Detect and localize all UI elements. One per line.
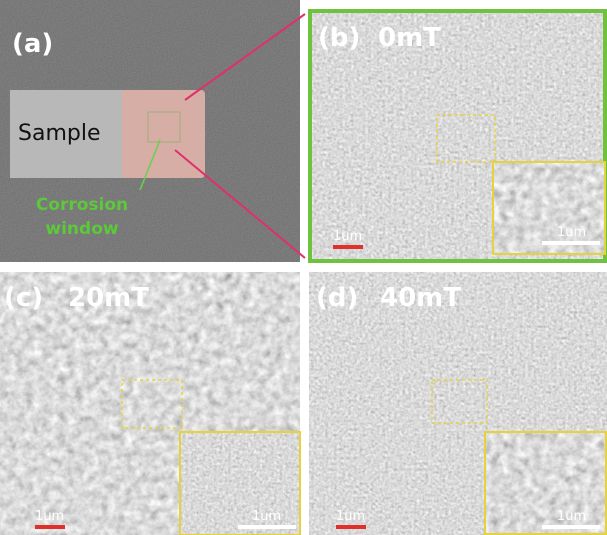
field-label: 20mT (68, 283, 149, 313)
panel-a: (a) Sample Corrosion window (0, 0, 306, 262)
zoom-line (184, 13, 306, 101)
panel-label: (d) (316, 283, 358, 313)
window-box (147, 111, 181, 143)
zoom-box (121, 379, 183, 429)
scale-label: 1um (35, 509, 64, 524)
field-label: 40mT (380, 283, 461, 313)
zoom-box (436, 114, 496, 163)
scale-label: 1um (336, 509, 365, 524)
scale-bar (35, 525, 65, 529)
sample-tip (122, 90, 205, 178)
panel-label: (c) (4, 283, 43, 313)
scale-label: 1um (557, 225, 586, 240)
field-label: 0mT (378, 23, 441, 53)
scale-bar (333, 245, 363, 249)
inset-frame (484, 431, 607, 535)
scale-label: 1um (557, 509, 586, 524)
window-label: window (45, 219, 118, 239)
sample-strip (10, 90, 130, 178)
panel-label: (b) (318, 23, 360, 53)
panel-c: (c) 20mT 1um 1um (0, 272, 301, 535)
panel-d: (d) 40mT 1um 1um (309, 272, 607, 535)
inset (180, 432, 300, 535)
scale-label: 1um (252, 509, 281, 524)
scale-bar (542, 525, 600, 529)
inset (485, 432, 606, 535)
scale-bar (238, 525, 296, 529)
window-label: Corrosion (36, 195, 128, 215)
frame (308, 9, 607, 263)
sample-label: Sample (18, 121, 101, 146)
zoom-line (174, 149, 306, 259)
scale-bar (542, 241, 600, 245)
panel-label: (a) (12, 29, 53, 59)
inset (492, 161, 606, 255)
pointer (139, 139, 161, 191)
inset-frame (179, 431, 301, 535)
scale-bar (336, 525, 366, 529)
scale-label: 1um (333, 229, 362, 244)
zoom-box (431, 379, 488, 424)
panel-b: (b) 0mT 1um 1um (308, 9, 607, 263)
inset-frame (492, 161, 606, 255)
